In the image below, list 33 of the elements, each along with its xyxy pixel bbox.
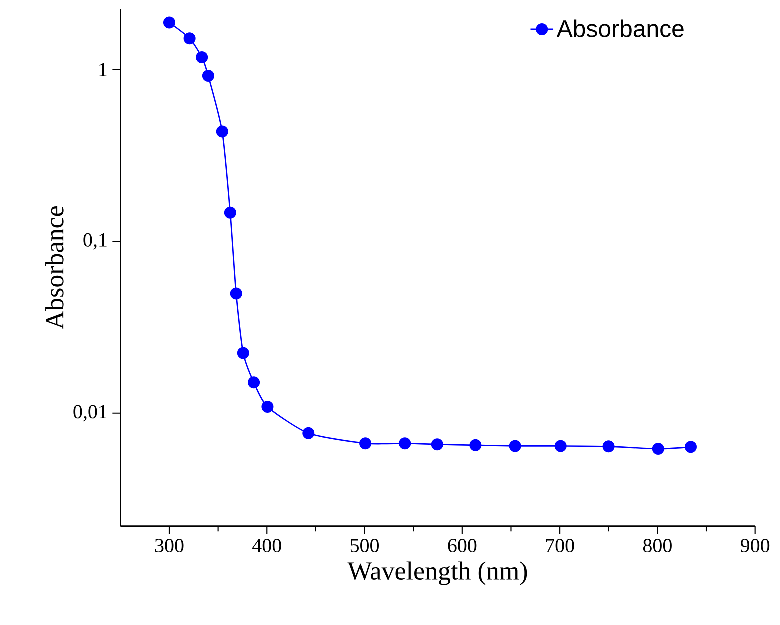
point [163,16,176,29]
x-tick-label: 600 [448,539,477,553]
y-tick-label: 0,1 [84,233,107,250]
point [360,438,372,450]
x-tick-label: 500 [350,539,380,553]
x-tick-label: 400 [252,539,282,553]
point [509,440,522,452]
point [202,70,214,82]
point [262,400,274,413]
point [554,440,567,452]
x-tick-label: 300 [155,539,184,553]
point [602,440,615,453]
point [230,288,242,300]
point [184,32,196,45]
point [196,51,208,64]
point [470,439,482,452]
point [431,438,444,451]
x-tick-label: 900 [740,539,770,553]
point [302,427,315,440]
legend-label: Absorbance [556,20,684,38]
y-tick-label: 1 [100,63,107,76]
point [684,441,697,454]
y-tick-label: 0,01 [74,405,107,422]
point [216,126,228,138]
x-tick-label: 800 [643,539,672,553]
y-axis-title: Absorbance [46,206,64,330]
x-axis-title: Wavelength (nm) [348,562,528,586]
point [399,438,412,450]
point [224,206,236,219]
point [248,376,260,389]
x-tick-label: 700 [546,539,574,553]
point [237,347,250,360]
point [652,443,664,456]
